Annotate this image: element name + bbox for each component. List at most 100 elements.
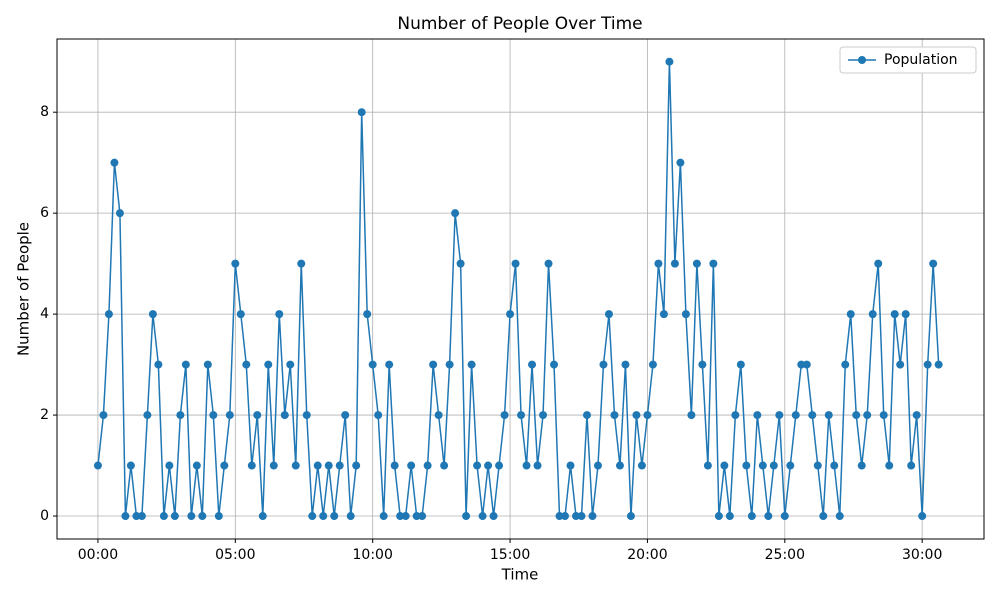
data-point [451, 209, 460, 218]
data-point [912, 411, 921, 420]
legend-marker [858, 56, 866, 64]
data-point [588, 512, 597, 521]
chart-title: Number of People Over Time [397, 14, 642, 34]
data-point [550, 360, 559, 369]
data-point [923, 360, 932, 369]
data-point [714, 512, 723, 521]
data-point [379, 512, 388, 521]
data-point [830, 461, 839, 470]
data-point [335, 461, 344, 470]
data-point [637, 461, 646, 470]
data-point [731, 411, 740, 420]
data-point [93, 461, 102, 470]
data-point [775, 411, 784, 420]
data-point [819, 512, 828, 521]
data-point [571, 512, 580, 521]
data-point [396, 512, 405, 521]
data-point [412, 512, 421, 521]
data-point [626, 512, 635, 521]
data-point [824, 411, 833, 420]
data-point [863, 411, 872, 420]
data-point [934, 360, 943, 369]
data-point [874, 259, 883, 268]
data-point [418, 512, 427, 521]
data-point [533, 461, 542, 470]
data-point [670, 259, 679, 268]
data-point [176, 411, 185, 420]
data-point [593, 461, 602, 470]
data-line [97, 61, 940, 517]
data-point [544, 259, 553, 268]
data-point [703, 461, 712, 470]
data-point [467, 360, 476, 369]
data-point [835, 512, 844, 521]
data-point [440, 461, 449, 470]
data-point [264, 360, 273, 369]
data-point [104, 310, 113, 319]
data-point [242, 360, 251, 369]
data-point [148, 310, 157, 319]
data-point [385, 360, 394, 369]
data-point [126, 461, 135, 470]
data-point [220, 461, 229, 470]
data-point [154, 360, 163, 369]
data-point [901, 310, 910, 319]
data-point [852, 411, 861, 420]
data-point [599, 360, 608, 369]
data-point [582, 411, 591, 420]
data-point [231, 259, 240, 268]
legend-box [839, 46, 977, 74]
plot-frame [56, 38, 985, 540]
data-point [291, 461, 300, 470]
data-point [786, 461, 795, 470]
x-tick-label: 00:00 [78, 547, 118, 563]
data-point [225, 411, 234, 420]
data-point [456, 259, 465, 268]
data-point [725, 512, 734, 521]
y-axis-label: Number of People [15, 222, 33, 356]
legend-label: Population [884, 52, 958, 68]
x-tick-label: 05:00 [215, 547, 255, 563]
data-point [132, 512, 141, 521]
data-point [654, 259, 663, 268]
data-point [115, 209, 124, 218]
data-point [918, 512, 927, 521]
data-point [879, 411, 888, 420]
data-point [742, 461, 751, 470]
data-point [368, 360, 377, 369]
data-point [192, 461, 201, 470]
data-point [506, 310, 515, 319]
data-point [566, 461, 575, 470]
data-point [522, 461, 531, 470]
data-point [539, 411, 548, 420]
data-point [736, 360, 745, 369]
data-point [797, 360, 806, 369]
data-point [357, 108, 366, 117]
data-point [203, 360, 212, 369]
data-point [495, 461, 504, 470]
data-point [555, 512, 564, 521]
data-point [137, 512, 146, 521]
data-point [929, 259, 938, 268]
data-point [247, 461, 256, 470]
data-point [698, 360, 707, 369]
data-point [896, 360, 905, 369]
y-tick-label: 4 [40, 306, 49, 322]
data-point [643, 411, 652, 420]
data-point [401, 512, 410, 521]
data-point [720, 461, 729, 470]
data-point [209, 411, 218, 420]
x-tick-label: 25:00 [765, 547, 805, 563]
data-point [681, 310, 690, 319]
data-point [330, 512, 339, 521]
data-point [687, 411, 696, 420]
data-point [363, 310, 372, 319]
data-point [769, 461, 778, 470]
data-point [462, 512, 471, 521]
x-tick-label: 10:00 [353, 547, 393, 563]
data-point [808, 411, 817, 420]
data-point [165, 461, 174, 470]
data-point [648, 360, 657, 369]
data-point [780, 512, 789, 521]
data-point [346, 512, 355, 521]
